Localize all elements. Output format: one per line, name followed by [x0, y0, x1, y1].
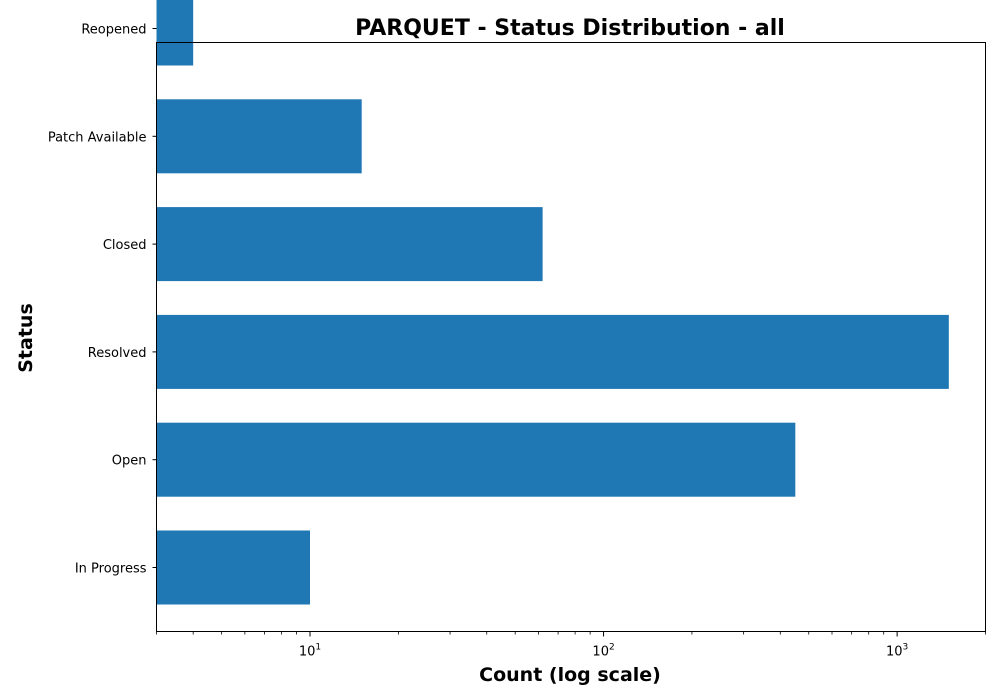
bar-open — [157, 423, 796, 497]
x-axis-ticks: 101 102 103 — [157, 632, 986, 660]
bar-resolved — [157, 315, 949, 389]
bars-group — [157, 0, 949, 605]
chart-title: PARQUET - Status Distribution - all — [355, 16, 785, 41]
x-tick-label: 103 — [886, 643, 908, 660]
y-tick-label: Resolved — [88, 346, 147, 361]
bar-in-progress — [157, 531, 310, 605]
x-tick-label: 101 — [299, 643, 321, 660]
bar-patch-available — [157, 99, 362, 173]
y-tick-label: Open — [112, 454, 147, 469]
bar-reopened — [157, 0, 194, 66]
y-tick-label: In Progress — [75, 562, 147, 577]
x-tick-label: 102 — [592, 643, 614, 660]
y-tick-label: Closed — [103, 238, 147, 253]
y-tick-label: Reopened — [81, 23, 146, 38]
y-axis-label: Status — [15, 303, 37, 373]
x-axis-label: Count (log scale) — [479, 664, 661, 686]
bar-closed — [157, 207, 543, 281]
y-axis-ticks: In Progress Open Resolved Closed Patch Avail… — [48, 23, 157, 577]
y-tick-label: Patch Available — [48, 130, 147, 145]
